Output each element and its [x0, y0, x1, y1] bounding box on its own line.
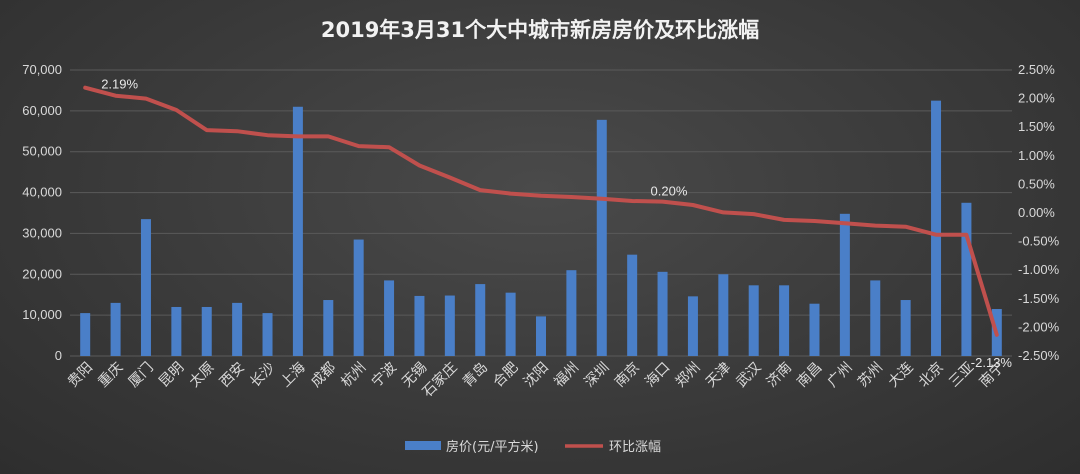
category-label: 北京 — [916, 360, 947, 391]
category-label: 南京 — [612, 360, 643, 391]
left-axis-tick-label: 50,000 — [22, 144, 62, 159]
left-axis-tick-label: 60,000 — [22, 103, 62, 118]
bar — [839, 213, 850, 356]
bar — [748, 285, 759, 356]
bar — [353, 239, 364, 356]
category-axis: 贵阳 重庆 厦门 昆明 太原 西安 长沙 上海 成都 杭州 宁波 无锡石家庄 青岛 合肥 沈阳 福州 深圳 南京海… — [65, 359, 1008, 401]
bar — [779, 285, 790, 356]
category-label: 深圳 — [581, 360, 612, 391]
category-label: 合肥 — [490, 360, 521, 391]
right-axis-tick-label: -0.50% — [1018, 234, 1060, 249]
category-label: 石家庄 — [419, 359, 461, 401]
category-label: 南昌 — [794, 360, 825, 391]
category-label: 厦门 — [126, 360, 157, 391]
data-labels: 2.19% 0.20% -2.13% — [101, 77, 1012, 370]
bar — [262, 313, 273, 356]
category-label: 重庆 — [95, 360, 126, 391]
right-axis-tick-label: 1.00% — [1018, 148, 1055, 163]
bar — [414, 295, 425, 356]
bar — [718, 274, 729, 356]
bar — [870, 280, 881, 356]
left-axis: 0 10,000 20,000 30,000 40,000 50,000 60,000 70,… — [22, 62, 62, 363]
category-label: 长沙 — [247, 360, 278, 391]
bar — [596, 119, 607, 357]
bar — [809, 303, 820, 356]
category-label: 海口 — [642, 360, 673, 391]
bar — [292, 106, 303, 357]
bar — [201, 306, 212, 356]
category-label: 济南 — [764, 360, 795, 391]
right-axis-tick-label: 0.50% — [1018, 176, 1055, 191]
legend-label-line: 环比涨幅 — [609, 440, 661, 455]
bar — [566, 270, 577, 356]
bar-series — [80, 100, 1002, 357]
right-axis: -2.50% -2.00% -1.50% -1.00% -0.50% 0.00% 0.50%… — [1018, 62, 1060, 363]
left-axis-tick-label: 30,000 — [22, 225, 62, 240]
category-label: 昆明 — [156, 360, 187, 391]
series-line — [83, 85, 999, 337]
bar — [900, 300, 911, 356]
category-label: 广州 — [825, 360, 856, 391]
left-axis-tick-label: 40,000 — [22, 185, 62, 200]
bar — [384, 280, 395, 356]
bar — [505, 292, 516, 356]
line-series — [83, 85, 999, 337]
bar — [140, 219, 151, 356]
legend: 房价(元/平方米) 环比涨幅 — [405, 439, 661, 455]
category-label: 宁波 — [368, 359, 400, 391]
chart-title: 2019年3月31个大中城市新房房价及环比涨幅 — [321, 18, 759, 42]
bar — [323, 300, 334, 356]
category-label: 福州 — [551, 360, 582, 391]
left-axis-tick-label: 20,000 — [22, 266, 62, 281]
right-axis-tick-label: 1.50% — [1018, 119, 1055, 134]
category-label: 天津 — [703, 360, 734, 391]
gridlines — [70, 69, 1012, 357]
category-label: 郑州 — [673, 360, 704, 391]
category-label: 大连 — [885, 360, 916, 391]
category-label: 武汉 — [733, 360, 764, 391]
data-label: -2.13% — [971, 355, 1013, 370]
right-axis-tick-label: -1.50% — [1018, 291, 1060, 306]
right-axis-tick-label: -1.00% — [1018, 262, 1060, 277]
left-axis-tick-label: 70,000 — [22, 62, 62, 77]
category-label: 西安 — [217, 360, 248, 391]
category-label: 青岛 — [460, 360, 491, 391]
legend-swatch-bar — [405, 441, 441, 450]
right-axis-tick-label: 0.00% — [1018, 205, 1055, 220]
right-axis-tick-label: 2.50% — [1018, 62, 1055, 77]
bar — [80, 313, 91, 356]
category-label: 沈阳 — [521, 360, 552, 391]
bar — [657, 271, 668, 356]
category-label: 杭州 — [338, 360, 369, 391]
category-label: 太原 — [186, 360, 217, 391]
category-label: 成都 — [308, 360, 339, 391]
bar — [627, 254, 638, 356]
bar — [931, 100, 942, 357]
category-label: 苏州 — [855, 360, 886, 391]
category-label: 贵阳 — [65, 360, 96, 391]
bar — [687, 296, 698, 356]
left-axis-tick-label: 10,000 — [22, 307, 62, 322]
right-axis-tick-label: -2.00% — [1018, 319, 1060, 334]
data-label: 2.19% — [101, 77, 138, 92]
left-axis-tick-label: 0 — [55, 348, 62, 363]
bar — [110, 302, 121, 356]
bar — [232, 302, 243, 356]
data-label: 0.20% — [651, 184, 688, 199]
bar — [961, 202, 972, 356]
right-axis-tick-label: -2.50% — [1018, 348, 1060, 363]
bar — [475, 284, 486, 356]
bar — [444, 295, 455, 356]
bar — [536, 316, 546, 356]
right-axis-tick-label: 2.00% — [1018, 91, 1055, 106]
bar — [171, 306, 182, 356]
category-label: 上海 — [278, 360, 309, 391]
legend-label-bar: 房价(元/平方米) — [446, 439, 539, 455]
